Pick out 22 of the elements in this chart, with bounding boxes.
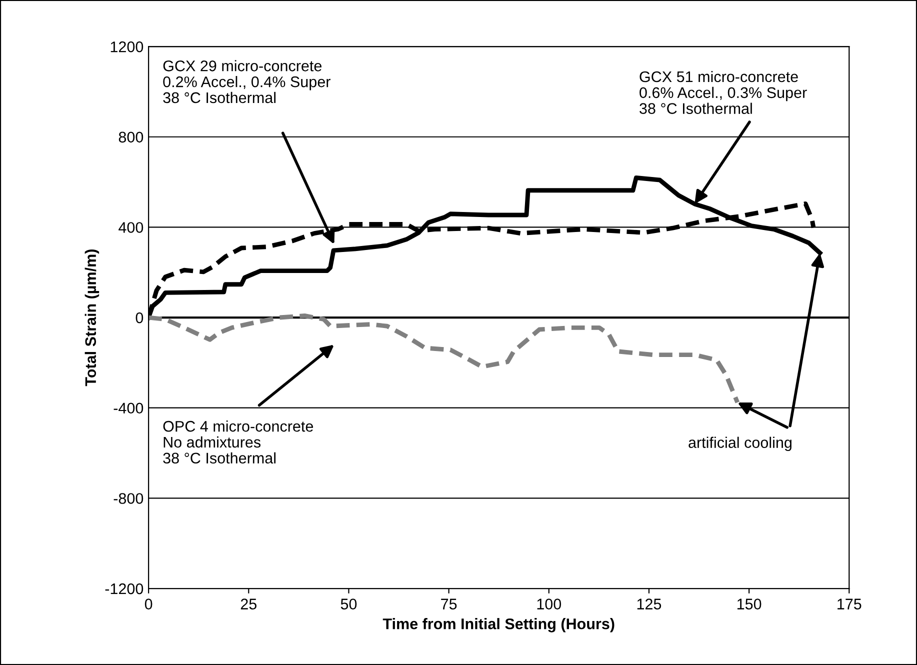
annotation: GCX 51 micro-concrete 0.6% Accel., 0.3% Super 38 °C Isothermal xyxy=(640,70,807,114)
x-tick-label: 0 xyxy=(144,598,152,610)
x-tick-label: 75 xyxy=(441,598,457,610)
y-axis-title: Total Strain (µm/m) xyxy=(84,250,100,386)
y-tick-label: 800 xyxy=(118,132,144,143)
x-axis-title: Time from Initial Setting (Hours) xyxy=(382,618,614,632)
annotation: OPC 4 micro-concrete No admixtures 38 °C Isothermal xyxy=(163,420,314,464)
y-tick-label: -800 xyxy=(114,493,144,504)
x-tick-label: 175 xyxy=(838,598,862,610)
x-tick-label: 150 xyxy=(737,598,762,610)
annotation: artificial cooling xyxy=(688,436,792,452)
annotation: GCX 29 micro-concrete 0.2% Accel., 0.4% Super 38 °C Isothermal xyxy=(163,60,330,104)
x-tick-label: 50 xyxy=(340,598,357,610)
y-tick-label: 0 xyxy=(136,312,144,324)
y-tick-label: -1200 xyxy=(105,583,144,594)
y-tick-label: 400 xyxy=(118,222,144,233)
y-tick-label: -400 xyxy=(114,402,144,414)
x-tick-label: 100 xyxy=(537,598,562,610)
x-tick-label: 125 xyxy=(637,598,662,610)
line-series xyxy=(148,314,740,405)
y-tick-label: 1200 xyxy=(110,41,144,52)
x-tick-label: 25 xyxy=(240,598,256,610)
